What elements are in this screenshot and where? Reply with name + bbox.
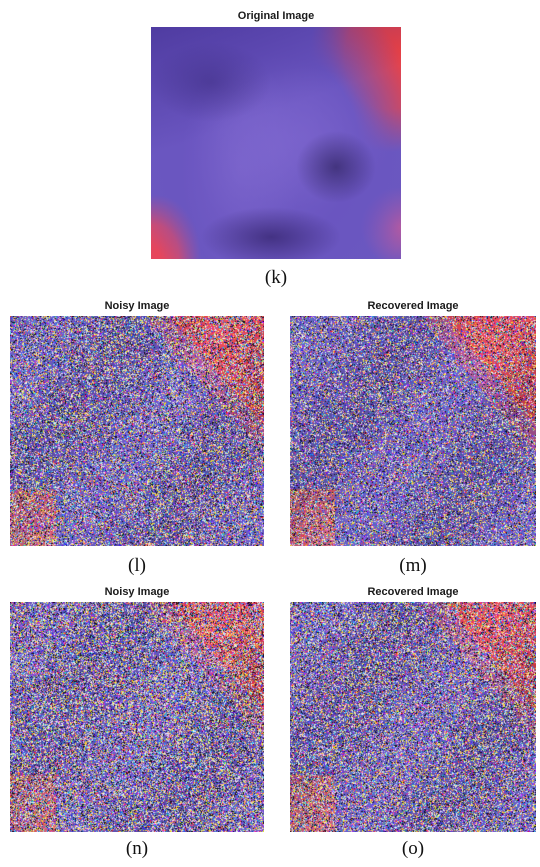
original-image [151,27,401,259]
recovered-image-o [290,602,536,832]
panel-m-caption: (m) [399,555,427,576]
panel-k-title: Original Image [237,10,315,22]
panel-o-caption: (o) [401,838,425,859]
panel-l-title: Noisy Image [104,300,170,312]
panel-m-title: Recovered Image [367,300,459,312]
panel-o-title: Recovered Image [367,586,459,598]
noisy-image-n [10,602,264,832]
panel-k-caption: (k) [264,267,288,288]
recovered-image-m-canvas [290,316,536,546]
panel-n-caption: (n) [125,838,149,859]
noisy-image-l [10,316,264,546]
recovered-image-o-canvas [290,602,536,832]
panel-l-caption: (l) [128,555,146,576]
noisy-image-n-canvas [10,602,264,832]
recovered-image-m [290,316,536,546]
panel-n-title: Noisy Image [104,586,170,598]
noisy-image-l-canvas [10,316,264,546]
